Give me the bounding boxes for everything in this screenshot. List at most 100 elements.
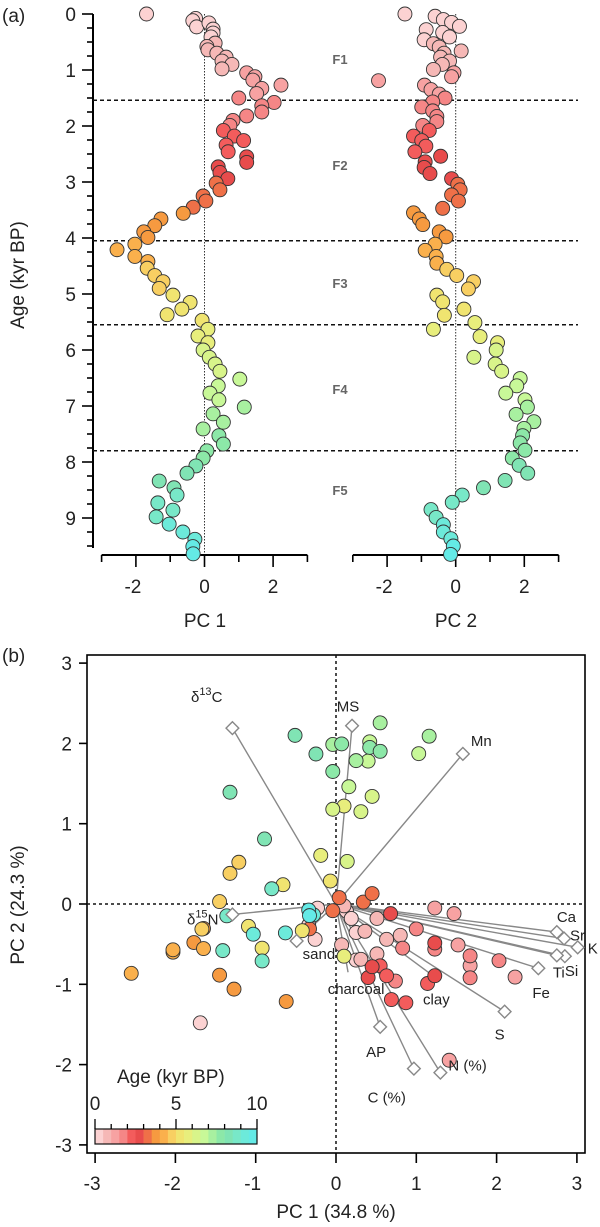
score-point bbox=[287, 727, 303, 743]
score-point bbox=[165, 942, 181, 958]
sample-point bbox=[444, 69, 460, 85]
score-point bbox=[278, 994, 294, 1009]
loading-marker-icon bbox=[225, 907, 240, 922]
loading-label: δ15N bbox=[187, 908, 218, 928]
sample-point bbox=[421, 123, 437, 138]
sample-point bbox=[231, 90, 247, 106]
loading-label: clay bbox=[423, 991, 450, 1008]
y-tick-label: -2 bbox=[55, 1056, 72, 1077]
sample-point bbox=[449, 268, 465, 283]
y-tick-label: 1 bbox=[61, 815, 72, 836]
pc-tick-label: 2 bbox=[519, 577, 530, 598]
score-point bbox=[334, 736, 350, 752]
colorbar-tick-label: 10 bbox=[246, 1094, 267, 1115]
sample-point bbox=[151, 473, 167, 489]
sample-point bbox=[175, 524, 191, 540]
score-point bbox=[462, 948, 478, 964]
score-point bbox=[336, 948, 352, 964]
loading-marker-icon bbox=[433, 1065, 448, 1080]
sample-point bbox=[195, 421, 211, 437]
score-point bbox=[411, 746, 427, 762]
zone-label: F2 bbox=[332, 158, 347, 173]
score-point bbox=[372, 743, 388, 759]
sample-point bbox=[452, 18, 467, 34]
sample-point bbox=[472, 329, 488, 345]
score-point bbox=[491, 953, 507, 969]
sample-point bbox=[165, 502, 181, 518]
age-tick-label: 3 bbox=[65, 173, 76, 194]
score-point bbox=[353, 804, 369, 820]
zone-label: F1 bbox=[332, 52, 347, 67]
age-tick-label: 6 bbox=[65, 341, 76, 362]
sample-point bbox=[371, 73, 386, 89]
score-point bbox=[364, 788, 380, 804]
age-axis-label: Age (kyr BP) bbox=[8, 221, 29, 329]
loading-marker-icon bbox=[531, 960, 546, 976]
colorbar-swatch bbox=[224, 1129, 233, 1144]
pc-tick-label: 2 bbox=[268, 577, 279, 598]
score-point bbox=[302, 908, 317, 924]
loading-marker-icon bbox=[570, 940, 586, 955]
score-point bbox=[215, 943, 231, 959]
pc-tick-label: -2 bbox=[124, 577, 141, 598]
zone-label: F3 bbox=[332, 276, 347, 291]
score-point bbox=[348, 753, 364, 769]
loading-label: AP bbox=[366, 1044, 386, 1061]
score-point bbox=[196, 941, 211, 957]
age-tick-label: 4 bbox=[65, 229, 76, 250]
pc-tick-label: 0 bbox=[199, 577, 210, 598]
sample-point bbox=[443, 546, 459, 562]
score-point bbox=[343, 911, 359, 926]
score-point bbox=[507, 969, 523, 985]
y-tick-label: 3 bbox=[61, 654, 72, 675]
sample-point bbox=[517, 442, 533, 458]
loading-vector bbox=[335, 903, 557, 933]
loading-marker-icon bbox=[556, 931, 572, 946]
score-point bbox=[395, 940, 411, 956]
x-tick-label: -3 bbox=[84, 1174, 101, 1195]
loading-label: δ13C bbox=[191, 686, 223, 706]
loading-label: sand bbox=[303, 946, 336, 963]
score-point bbox=[277, 925, 293, 941]
score-point bbox=[357, 923, 373, 939]
panel-b: -3 -2 -1 0 1 2 3 -3 -2 -1 0 1 2 3 δ13C MS Mn δ15N sand Ca Sr… bbox=[55, 654, 598, 1195]
score-point bbox=[254, 953, 270, 969]
x-tick-label: 2 bbox=[491, 1174, 502, 1195]
loading-label: C (%) bbox=[368, 1090, 406, 1107]
score-point bbox=[383, 906, 399, 922]
loading-marker-icon bbox=[455, 746, 471, 762]
loading-vector bbox=[335, 753, 464, 905]
score-point bbox=[379, 931, 395, 947]
colorbar-swatch bbox=[135, 1129, 144, 1144]
loading-label: MS bbox=[337, 699, 360, 716]
colorbar-swatch bbox=[192, 1129, 201, 1144]
colorbar-swatch bbox=[184, 1129, 193, 1144]
age-tick-label: 9 bbox=[65, 509, 76, 530]
pc2-axis-label-top: PC 2 bbox=[435, 611, 477, 632]
sample-point bbox=[232, 371, 248, 387]
age-tick-label: 5 bbox=[65, 285, 76, 306]
colorbar-swatch bbox=[176, 1129, 185, 1144]
score-point bbox=[308, 746, 324, 762]
sample-point bbox=[422, 166, 438, 182]
score-point bbox=[427, 900, 443, 916]
sample-point bbox=[215, 414, 231, 430]
score-point bbox=[341, 779, 357, 795]
y-tick-label: -3 bbox=[55, 1136, 72, 1157]
sample-point bbox=[185, 546, 201, 562]
sample-point bbox=[508, 406, 524, 422]
sample-point bbox=[198, 193, 214, 209]
colorbar-swatch bbox=[95, 1129, 104, 1144]
score-point bbox=[254, 940, 270, 956]
loading-vector bbox=[335, 903, 506, 1013]
colorbar-swatch bbox=[143, 1129, 152, 1144]
loading-marker-icon bbox=[372, 1019, 388, 1035]
sample-point bbox=[435, 294, 451, 310]
loading-marker-icon bbox=[289, 933, 305, 949]
sample-point bbox=[520, 465, 536, 481]
score-point bbox=[379, 968, 395, 984]
sample-point bbox=[239, 108, 255, 124]
score-point bbox=[450, 937, 466, 953]
score-point bbox=[226, 981, 242, 997]
